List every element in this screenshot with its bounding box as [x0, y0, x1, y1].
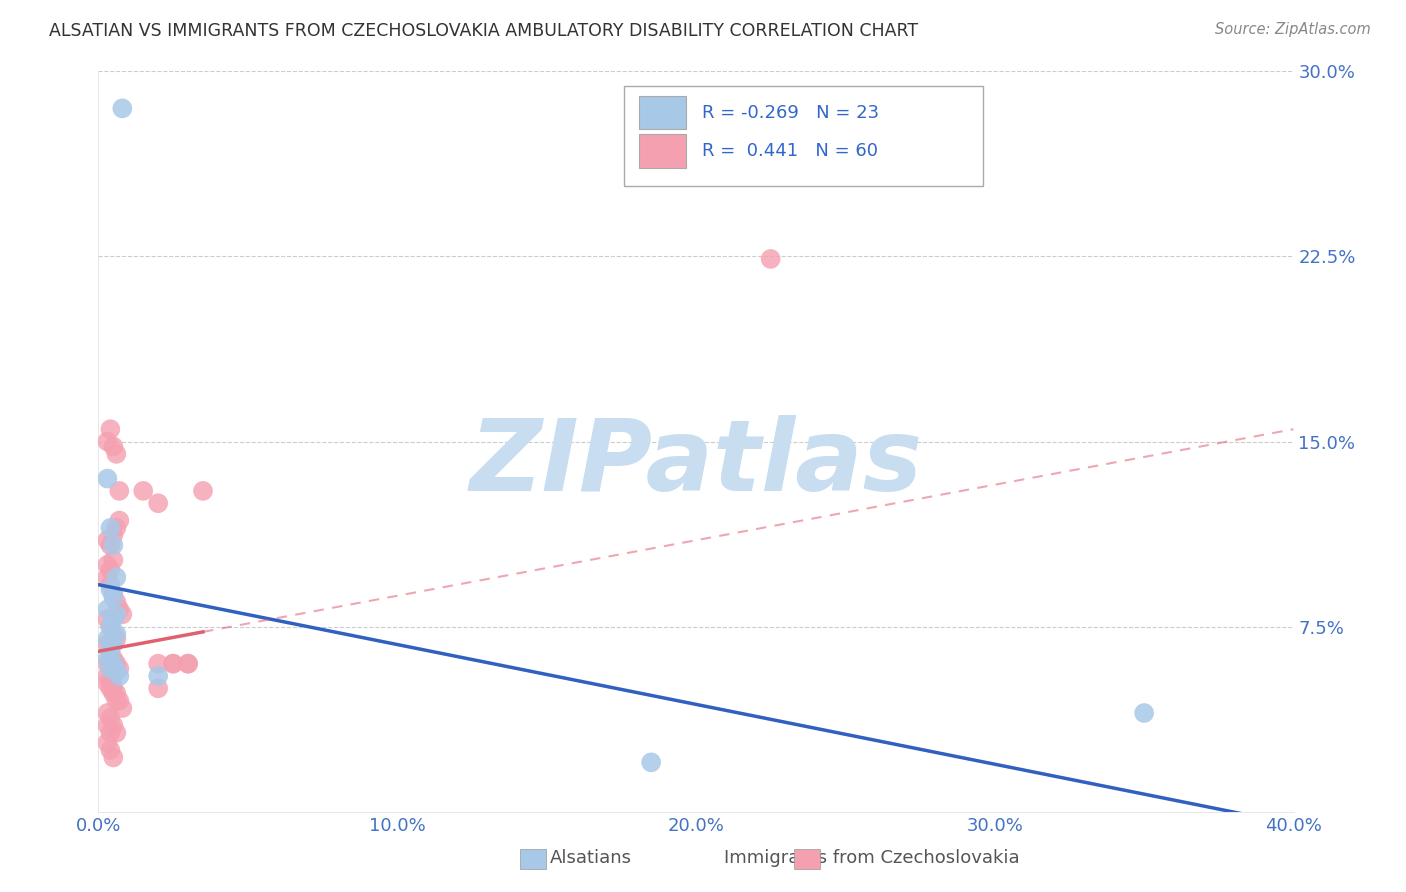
Point	[103, 681, 125, 696]
Point	[98, 538, 122, 552]
Point	[98, 422, 122, 436]
Point	[111, 102, 134, 116]
Point	[148, 657, 170, 671]
Text: Alsatians: Alsatians	[550, 849, 631, 867]
Point	[177, 657, 200, 671]
Point	[96, 558, 118, 572]
Point	[103, 627, 125, 641]
Point	[96, 434, 118, 449]
Point	[96, 676, 118, 690]
Point	[96, 570, 118, 584]
Text: ALSATIAN VS IMMIGRANTS FROM CZECHOSLOVAKIA AMBULATORY DISABILITY CORRELATION CHA: ALSATIAN VS IMMIGRANTS FROM CZECHOSLOVAK…	[49, 22, 918, 40]
Text: ZIPatlas: ZIPatlas	[470, 416, 922, 512]
Point	[103, 657, 125, 671]
Point	[191, 483, 214, 498]
Point	[111, 701, 134, 715]
Point	[148, 669, 170, 683]
Text: R = -0.269   N = 23: R = -0.269 N = 23	[702, 103, 879, 122]
Point	[162, 657, 184, 671]
Point	[111, 607, 134, 622]
Point	[108, 483, 131, 498]
Point	[105, 686, 128, 700]
Point	[105, 627, 128, 641]
Point	[103, 686, 125, 700]
Point	[103, 612, 125, 626]
Point	[108, 662, 131, 676]
Point	[98, 563, 122, 577]
Point	[103, 553, 125, 567]
FancyBboxPatch shape	[638, 135, 686, 168]
Point	[103, 750, 125, 764]
Point	[105, 607, 128, 622]
Point	[103, 588, 125, 602]
Point	[759, 252, 782, 266]
Point	[103, 669, 125, 683]
Point	[96, 602, 118, 616]
Point	[98, 711, 122, 725]
Point	[105, 657, 128, 671]
Point	[98, 681, 122, 696]
Point	[96, 706, 118, 720]
Point	[98, 582, 122, 597]
Point	[98, 662, 122, 676]
Point	[98, 644, 122, 658]
Point	[96, 612, 118, 626]
Point	[105, 632, 128, 646]
Point	[640, 756, 662, 770]
Point	[108, 694, 131, 708]
Point	[103, 528, 125, 542]
Point	[132, 483, 155, 498]
Text: Source: ZipAtlas.com: Source: ZipAtlas.com	[1215, 22, 1371, 37]
Point	[96, 718, 118, 732]
Point	[103, 538, 125, 552]
Point	[96, 632, 118, 646]
Point	[98, 644, 122, 658]
Point	[98, 725, 122, 739]
Point	[103, 651, 125, 665]
Point	[96, 651, 118, 665]
Point	[96, 669, 118, 683]
Point	[103, 590, 125, 604]
Point	[98, 676, 122, 690]
Point	[105, 725, 128, 739]
Point	[162, 657, 184, 671]
Point	[103, 440, 125, 454]
Point	[148, 681, 170, 696]
Point	[105, 595, 128, 609]
Point	[105, 570, 128, 584]
Point	[98, 521, 122, 535]
Point	[103, 718, 125, 732]
Point	[98, 619, 122, 633]
Point	[1133, 706, 1156, 720]
Text: Immigrants from Czechoslovakia: Immigrants from Czechoslovakia	[724, 849, 1019, 867]
Point	[108, 669, 131, 683]
Point	[105, 521, 128, 535]
FancyBboxPatch shape	[638, 95, 686, 129]
Point	[108, 514, 131, 528]
Point	[98, 743, 122, 757]
Point	[96, 533, 118, 548]
Point	[108, 602, 131, 616]
Point	[148, 496, 170, 510]
Point	[105, 447, 128, 461]
Point	[98, 662, 122, 676]
Point	[177, 657, 200, 671]
Point	[98, 577, 122, 591]
Point	[96, 736, 118, 750]
Point	[105, 664, 128, 678]
Point	[96, 471, 118, 485]
Point	[105, 694, 128, 708]
Point	[96, 657, 118, 671]
FancyBboxPatch shape	[624, 87, 983, 186]
Point	[98, 619, 122, 633]
Point	[96, 637, 118, 651]
Point	[103, 637, 125, 651]
Text: R =  0.441   N = 60: R = 0.441 N = 60	[702, 143, 877, 161]
